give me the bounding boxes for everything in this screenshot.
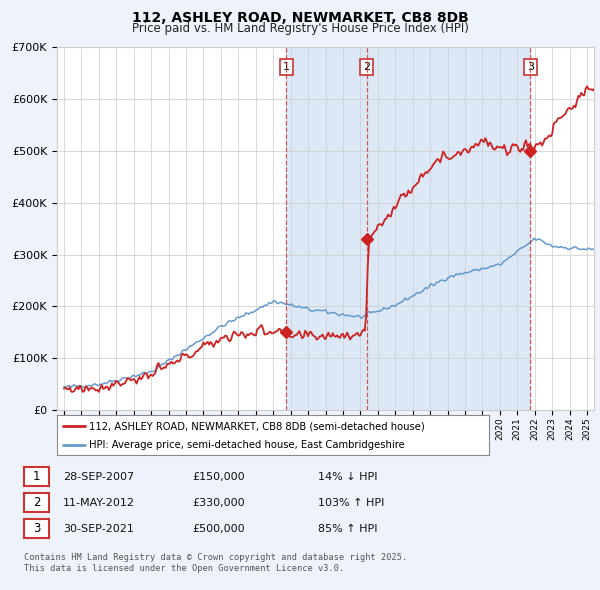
Text: 103% ↑ HPI: 103% ↑ HPI	[318, 498, 385, 507]
Text: Contains HM Land Registry data © Crown copyright and database right 2025.
This d: Contains HM Land Registry data © Crown c…	[24, 553, 407, 573]
Text: 28-SEP-2007: 28-SEP-2007	[63, 472, 134, 481]
Text: 112, ASHLEY ROAD, NEWMARKET, CB8 8DB (semi-detached house): 112, ASHLEY ROAD, NEWMARKET, CB8 8DB (se…	[89, 421, 425, 431]
Text: 30-SEP-2021: 30-SEP-2021	[63, 524, 134, 533]
Text: 112, ASHLEY ROAD, NEWMARKET, CB8 8DB: 112, ASHLEY ROAD, NEWMARKET, CB8 8DB	[131, 11, 469, 25]
Bar	[367, 47, 530, 410]
Text: 1: 1	[283, 62, 290, 72]
Text: £500,000: £500,000	[192, 524, 245, 533]
Bar	[286, 47, 367, 410]
Text: £150,000: £150,000	[192, 472, 245, 481]
Text: 3: 3	[527, 62, 534, 72]
Text: 1: 1	[33, 470, 40, 483]
Text: 3: 3	[33, 522, 40, 535]
Text: 85% ↑ HPI: 85% ↑ HPI	[318, 524, 377, 533]
Text: 2: 2	[33, 496, 40, 509]
Text: 2: 2	[363, 62, 370, 72]
Text: Price paid vs. HM Land Registry's House Price Index (HPI): Price paid vs. HM Land Registry's House …	[131, 22, 469, 35]
Text: 11-MAY-2012: 11-MAY-2012	[63, 498, 135, 507]
Text: 14% ↓ HPI: 14% ↓ HPI	[318, 472, 377, 481]
Text: HPI: Average price, semi-detached house, East Cambridgeshire: HPI: Average price, semi-detached house,…	[89, 441, 405, 450]
Text: £330,000: £330,000	[192, 498, 245, 507]
